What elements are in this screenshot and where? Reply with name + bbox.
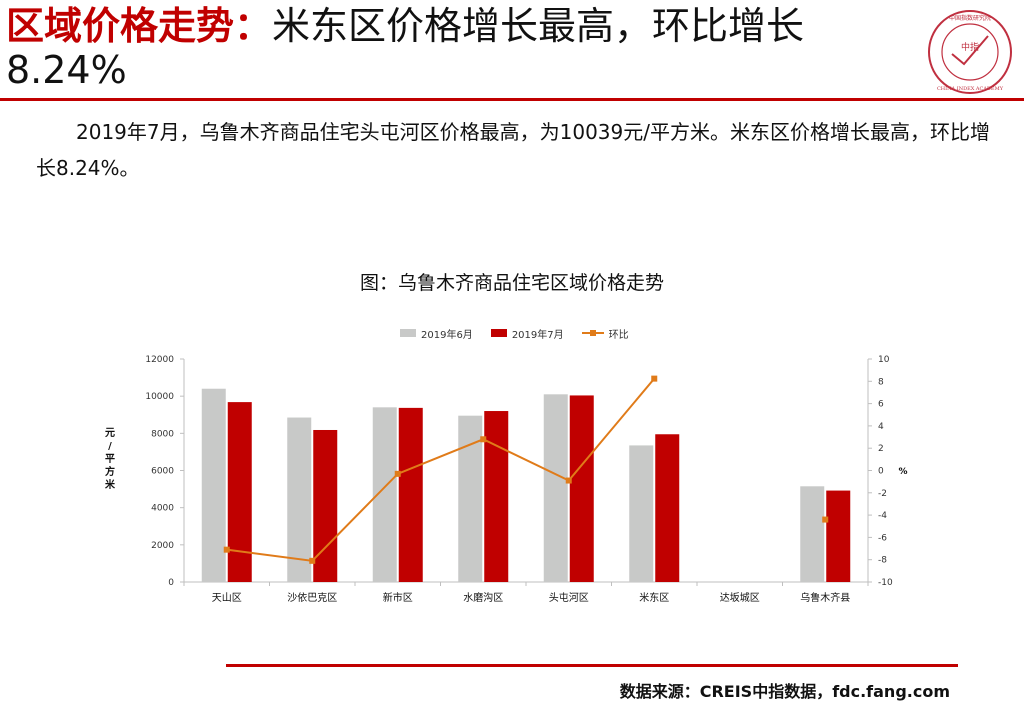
point-mom — [223, 546, 230, 553]
x-tick-label: 天山区 — [212, 592, 242, 604]
chart-title: 图：乌鲁木齐商品住宅区域价格走势 — [359, 272, 664, 294]
y-tick-label-right: -6 — [878, 533, 887, 543]
page-title-highlight: 区域价格走势： — [6, 4, 273, 48]
y-axis-label-char: / — [108, 441, 112, 452]
y-axis-label-char: 平 — [105, 453, 115, 465]
bar-july — [655, 434, 680, 582]
legend-label-july: 2019年7月 — [511, 329, 564, 341]
y-tick-label-left: 8000 — [151, 429, 174, 439]
x-tick-label: 新市区 — [383, 591, 413, 604]
bar-july — [484, 411, 509, 582]
point-mom — [480, 436, 487, 443]
legend-item-july: 2019年7月 — [490, 326, 564, 341]
legend-swatch-mom — [581, 329, 604, 337]
y-tick-label-left: 4000 — [151, 504, 174, 514]
x-tick-label: 米东区 — [639, 591, 669, 604]
bar-july — [398, 407, 423, 582]
x-tick-label: 水磨沟区 — [463, 591, 503, 604]
legend-label-june: 2019年6月 — [421, 329, 473, 341]
summary-paragraph: 2019年7月，乌鲁木齐商品住宅头屯河区价格最高，为10039元/平方米。米东区… — [36, 120, 990, 180]
y-tick-label-right: 6 — [878, 400, 884, 410]
bar-june — [543, 394, 568, 582]
y-tick-label-right: -10 — [878, 578, 893, 588]
y2-axis-label: % — [898, 467, 907, 477]
y-axis-label-char: 米 — [105, 478, 116, 491]
chart-legend: 2019年6月 2019年7月 环比 — [400, 326, 629, 341]
title-divider — [0, 98, 1024, 101]
point-mom — [565, 477, 572, 484]
bar-july — [826, 490, 851, 582]
footer-divider — [226, 664, 958, 667]
x-tick-label: 沙依巴克区 — [287, 591, 337, 604]
page-title: 区域价格走势：米东区价格增长最高，环比增长8.24% — [6, 4, 906, 92]
logo-center-text: 中指 — [961, 41, 979, 53]
bar-july — [313, 429, 338, 582]
y-tick-label-right: -8 — [878, 556, 887, 566]
y-tick-label-left: 10000 — [145, 392, 174, 402]
point-mom — [822, 516, 829, 523]
legend-item-mom: 环比 — [581, 326, 629, 341]
y-tick-label-left: 2000 — [151, 541, 174, 551]
bar-july — [569, 395, 594, 582]
x-tick-label: 头屯河区 — [549, 591, 589, 604]
legend-swatch-july — [490, 329, 507, 337]
legend-swatch-june — [400, 329, 416, 337]
y-tick-label-right: 4 — [878, 422, 884, 432]
point-mom — [651, 375, 658, 382]
point-mom — [309, 557, 316, 564]
x-tick-label: 达坂城区 — [720, 592, 760, 604]
bar-june — [800, 486, 825, 582]
logo-ring-text: CHINA INDEX ACADEMY — [937, 86, 1004, 92]
y-axis-label-char: 元 — [105, 427, 115, 439]
y-tick-label-right: 10 — [878, 355, 890, 365]
y-tick-label-left: 6000 — [151, 467, 174, 477]
bar-june — [201, 388, 226, 582]
data-source: 数据来源：CREIS中指数据，fdc.fang.com — [619, 682, 950, 701]
y-tick-label-right: 8 — [878, 377, 884, 387]
bar-june — [458, 415, 483, 582]
y-tick-label-right: -2 — [878, 489, 887, 499]
legend-item-june: 2019年6月 — [400, 326, 473, 341]
line-mom — [226, 377, 656, 562]
y-tick-label-left: 12000 — [145, 355, 174, 365]
y-tick-label-right: 2 — [878, 444, 884, 454]
china-index-academy-logo: 中指 中国指数研究院 CHINA INDEX ACADEMY — [928, 10, 1012, 94]
point-mom — [394, 470, 401, 477]
page-title-rest: 米东区价格增长最高，环比增长8.24% — [6, 4, 805, 92]
legend-label-mom: 环比 — [608, 329, 629, 341]
y-axis-label-char: 方 — [105, 465, 115, 478]
y-tick-label-right: 0 — [878, 467, 884, 477]
bar-july — [227, 402, 252, 582]
y-tick-label-right: -4 — [878, 511, 887, 521]
logo-top-text: 中国指数研究院 — [949, 14, 991, 22]
bar-june — [287, 417, 312, 582]
x-tick-label: 乌鲁木齐县 — [800, 591, 850, 604]
y-tick-label-left: 0 — [168, 578, 174, 588]
bar-june — [629, 445, 654, 582]
